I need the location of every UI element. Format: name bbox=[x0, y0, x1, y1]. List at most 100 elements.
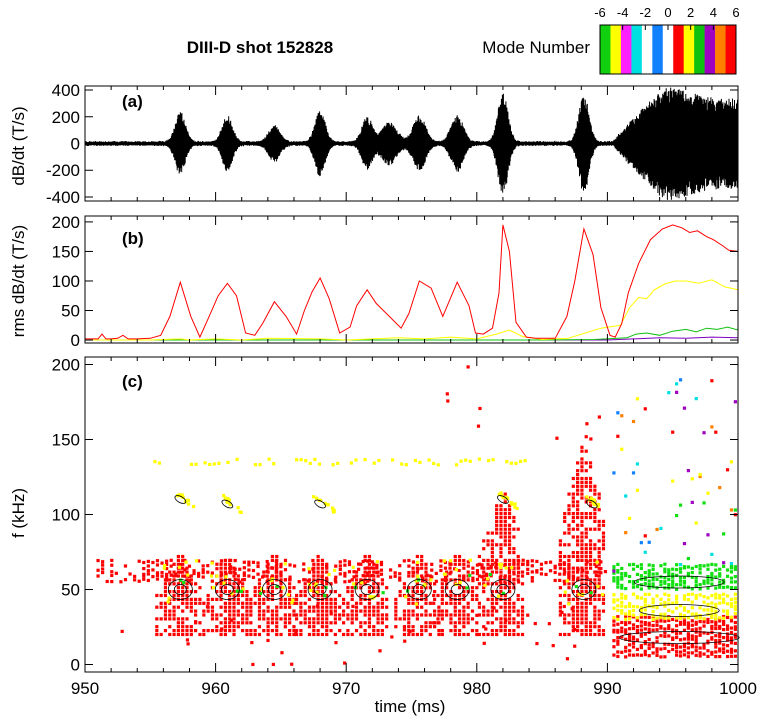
mode-point bbox=[584, 621, 588, 625]
mode-point bbox=[593, 593, 597, 598]
legend-swatch bbox=[715, 25, 726, 74]
mode-point bbox=[733, 615, 737, 619]
mode-point bbox=[706, 567, 710, 571]
mode-point bbox=[376, 574, 380, 578]
mode-point bbox=[466, 590, 470, 594]
mode-point bbox=[428, 586, 432, 590]
mode-point bbox=[503, 492, 507, 496]
mode-point bbox=[266, 582, 270, 586]
mode-point bbox=[647, 654, 651, 658]
mode-point bbox=[407, 613, 411, 617]
mode-point bbox=[101, 560, 105, 564]
mode-point bbox=[470, 590, 475, 594]
mode-point bbox=[228, 570, 232, 574]
mode-point bbox=[372, 562, 376, 566]
mode-point bbox=[194, 597, 198, 601]
mode-point bbox=[477, 457, 482, 461]
mode-point bbox=[686, 621, 690, 625]
mode-point bbox=[597, 558, 601, 562]
mode-point bbox=[191, 504, 196, 509]
mode-point bbox=[698, 571, 702, 575]
mode-point bbox=[275, 625, 279, 629]
mode-point bbox=[341, 621, 346, 625]
mode-point bbox=[663, 631, 667, 635]
mode-point bbox=[223, 590, 227, 594]
mode-point bbox=[477, 554, 482, 559]
mode-point bbox=[584, 586, 588, 590]
legend-swatch bbox=[641, 25, 653, 74]
mode-point bbox=[257, 613, 262, 617]
mode-point bbox=[215, 613, 219, 617]
mode-point bbox=[270, 574, 275, 578]
mode-point bbox=[445, 392, 449, 396]
mode-point bbox=[729, 654, 734, 658]
mode-point bbox=[165, 572, 169, 576]
mode-point bbox=[593, 492, 597, 496]
mode-point bbox=[514, 461, 518, 465]
mode-point bbox=[457, 568, 461, 573]
mode-point bbox=[686, 571, 690, 576]
mode-point bbox=[307, 609, 312, 613]
mode-point bbox=[682, 581, 687, 585]
mode-point bbox=[232, 629, 236, 633]
mode-point bbox=[155, 629, 159, 633]
mode-point bbox=[475, 586, 479, 590]
mode-point bbox=[482, 578, 486, 582]
mode-point bbox=[189, 582, 193, 586]
mode-point bbox=[516, 554, 520, 559]
contour bbox=[571, 579, 597, 600]
mode-point bbox=[274, 564, 278, 569]
mode-point bbox=[376, 632, 380, 637]
mode-point bbox=[448, 566, 452, 570]
mode-point bbox=[682, 575, 687, 580]
mode-point bbox=[157, 461, 162, 465]
mode-point bbox=[350, 578, 354, 582]
mode-point bbox=[698, 567, 702, 571]
mode-point bbox=[241, 578, 245, 582]
mode-point bbox=[507, 570, 512, 575]
mode-point bbox=[690, 600, 694, 604]
mode-point bbox=[718, 619, 722, 623]
mode-point bbox=[503, 582, 507, 586]
mode-point bbox=[576, 613, 580, 617]
mode-point bbox=[678, 650, 683, 654]
mode-point bbox=[507, 543, 512, 547]
mode-point bbox=[114, 571, 118, 575]
mode-point bbox=[499, 617, 503, 621]
mode-point bbox=[241, 605, 245, 609]
mode-point bbox=[366, 571, 370, 575]
mode-point bbox=[593, 621, 597, 625]
mode-point bbox=[372, 582, 376, 586]
mode-point bbox=[338, 564, 342, 568]
mode-point bbox=[453, 625, 457, 629]
legend-tick-label: 0 bbox=[664, 5, 671, 20]
mode-point bbox=[580, 531, 584, 535]
mode-point bbox=[628, 638, 632, 642]
mode-point bbox=[647, 586, 651, 590]
mode-point bbox=[698, 654, 702, 658]
mode-point bbox=[437, 613, 441, 617]
mode-point bbox=[671, 479, 675, 483]
mode-point bbox=[718, 647, 722, 651]
mode-point bbox=[329, 621, 333, 625]
mode-point bbox=[486, 458, 491, 463]
mode-point bbox=[172, 578, 176, 582]
mode-point bbox=[307, 605, 312, 609]
mode-point bbox=[710, 624, 714, 629]
mode-point bbox=[601, 593, 605, 597]
mode-point bbox=[571, 597, 575, 601]
mode-point bbox=[242, 566, 246, 570]
mode-point bbox=[651, 615, 655, 619]
mode-point bbox=[702, 564, 706, 568]
mode-point bbox=[320, 605, 325, 609]
mode-point bbox=[520, 632, 525, 637]
mode-point bbox=[350, 613, 354, 617]
y-tick-label: 200 bbox=[52, 356, 80, 375]
mode-point bbox=[612, 645, 616, 649]
mode-point bbox=[694, 612, 698, 616]
mode-point bbox=[208, 462, 212, 467]
mode-point bbox=[678, 378, 683, 382]
mode-point bbox=[631, 623, 636, 627]
mode-point bbox=[512, 515, 516, 520]
